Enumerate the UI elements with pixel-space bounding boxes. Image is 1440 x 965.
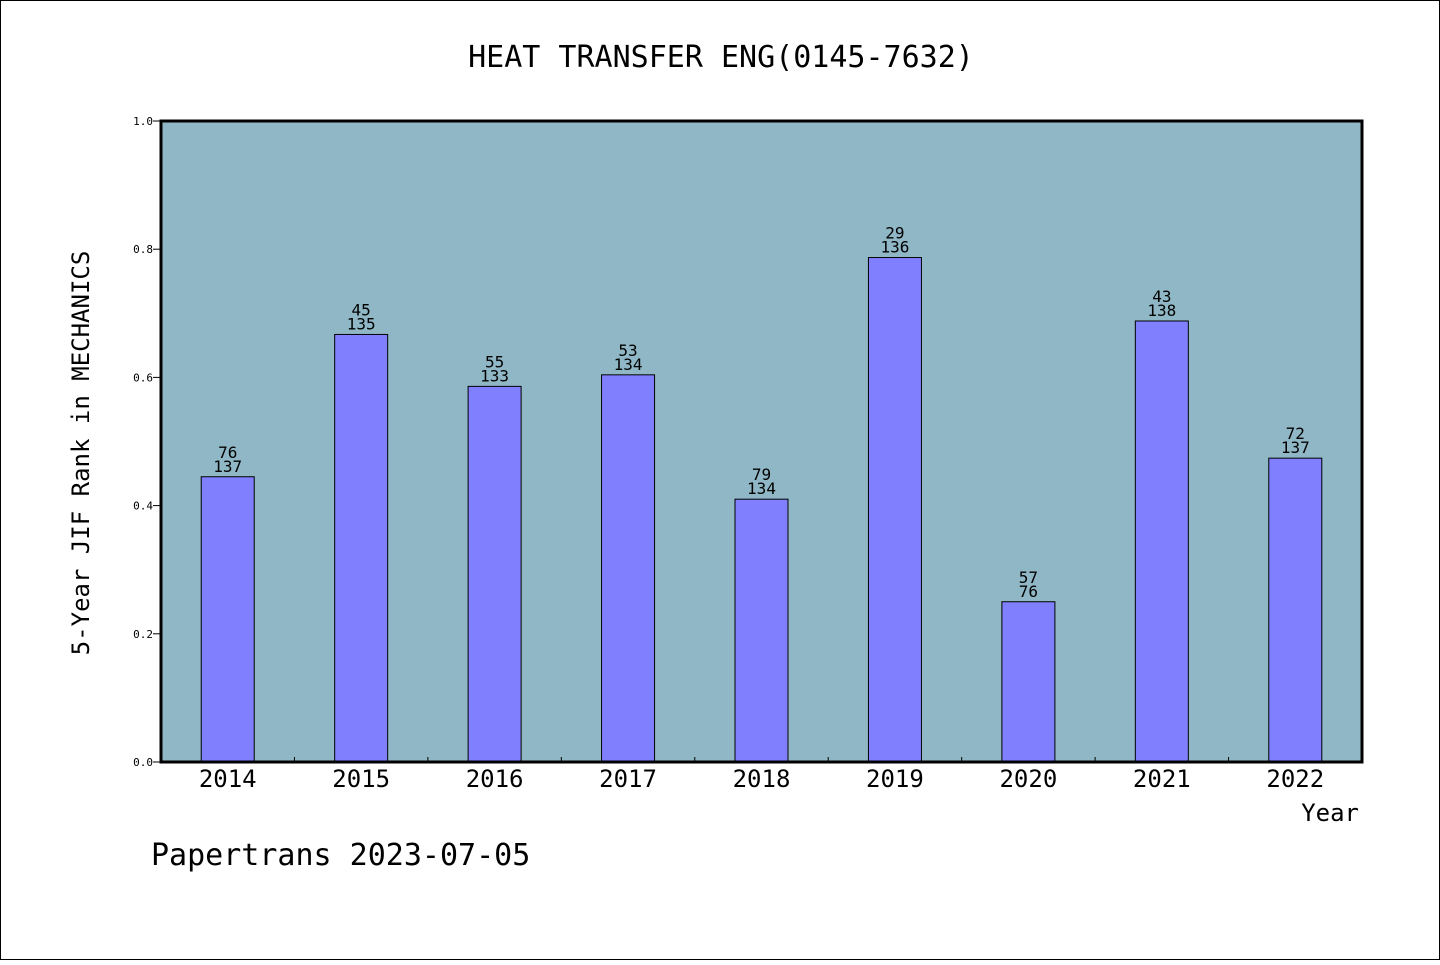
- bar-rank-label: 29: [885, 224, 904, 243]
- chart-title: HEAT TRANSFER ENG(0145-7632): [468, 40, 974, 75]
- bar-total-label: 76: [1019, 582, 1038, 601]
- bar-rank-label: 72: [1286, 424, 1305, 443]
- y-tick-label: 0.6: [133, 371, 153, 384]
- y-axis-label: 5-Year JIF Rank in MECHANICS: [67, 251, 95, 656]
- bar-2018: [734, 498, 789, 763]
- bar-2022: [1268, 457, 1323, 763]
- bar-total-label: 136: [880, 238, 909, 257]
- footer-text: Papertrans 2023-07-05: [151, 838, 530, 873]
- bar-rank-label: 55: [485, 352, 504, 371]
- x-tick-label: 2022: [1266, 765, 1324, 793]
- bar-2020: [1001, 601, 1056, 763]
- x-axis-label: Year: [1301, 799, 1359, 827]
- bar-labels-group: 7613745135551335313479134291365776431387…: [213, 224, 1309, 601]
- bar-2014: [200, 476, 255, 763]
- bar-total-label: 134: [614, 355, 643, 374]
- plot-border: [159, 119, 1364, 764]
- y-tick-label: 1.0: [133, 115, 153, 128]
- x-tick-label: 2020: [999, 765, 1057, 793]
- bar-rank-label: 57: [1019, 568, 1038, 587]
- bar-total-label: 134: [747, 479, 776, 498]
- x-tick-label: 2016: [466, 765, 524, 793]
- bar-total-label: 137: [1281, 438, 1310, 457]
- bar-2019: [867, 257, 922, 763]
- x-tick-label: 2019: [866, 765, 924, 793]
- y-tick-label: 0.4: [133, 500, 153, 513]
- bar-2015: [334, 333, 389, 763]
- y-tick-label: 0.2: [133, 628, 153, 641]
- bar-rank-label: 43: [1152, 287, 1171, 306]
- bar-total-label: 137: [213, 457, 242, 476]
- bar-2021: [1134, 320, 1189, 763]
- x-tick-label: 2021: [1133, 765, 1191, 793]
- bar-total-label: 135: [347, 314, 376, 333]
- bar-2016: [467, 385, 522, 763]
- x-tick-label: 2015: [332, 765, 390, 793]
- bar-2017: [601, 374, 656, 763]
- y-tick-label: 0.0: [133, 756, 153, 769]
- x-tick-label: 2014: [199, 765, 257, 793]
- bars-group: [200, 257, 1323, 763]
- bar-rank-label: 53: [618, 341, 637, 360]
- x-axis: 2014 2015 2016 2017 2018 2019 2020 2021 2022: [199, 757, 1324, 793]
- bar-rank-label: 79: [752, 465, 771, 484]
- y-axis: 0.0 0.2 0.4 0.6 0.8 1.0: [133, 115, 161, 769]
- x-tick-label: 2017: [599, 765, 657, 793]
- bar-rank-label: 45: [352, 300, 371, 319]
- x-tick-label: 2018: [733, 765, 791, 793]
- bar-total-label: 138: [1147, 301, 1176, 320]
- y-tick-label: 0.8: [133, 243, 153, 256]
- bar-rank-label: 76: [218, 443, 237, 462]
- bar-total-label: 133: [480, 366, 509, 385]
